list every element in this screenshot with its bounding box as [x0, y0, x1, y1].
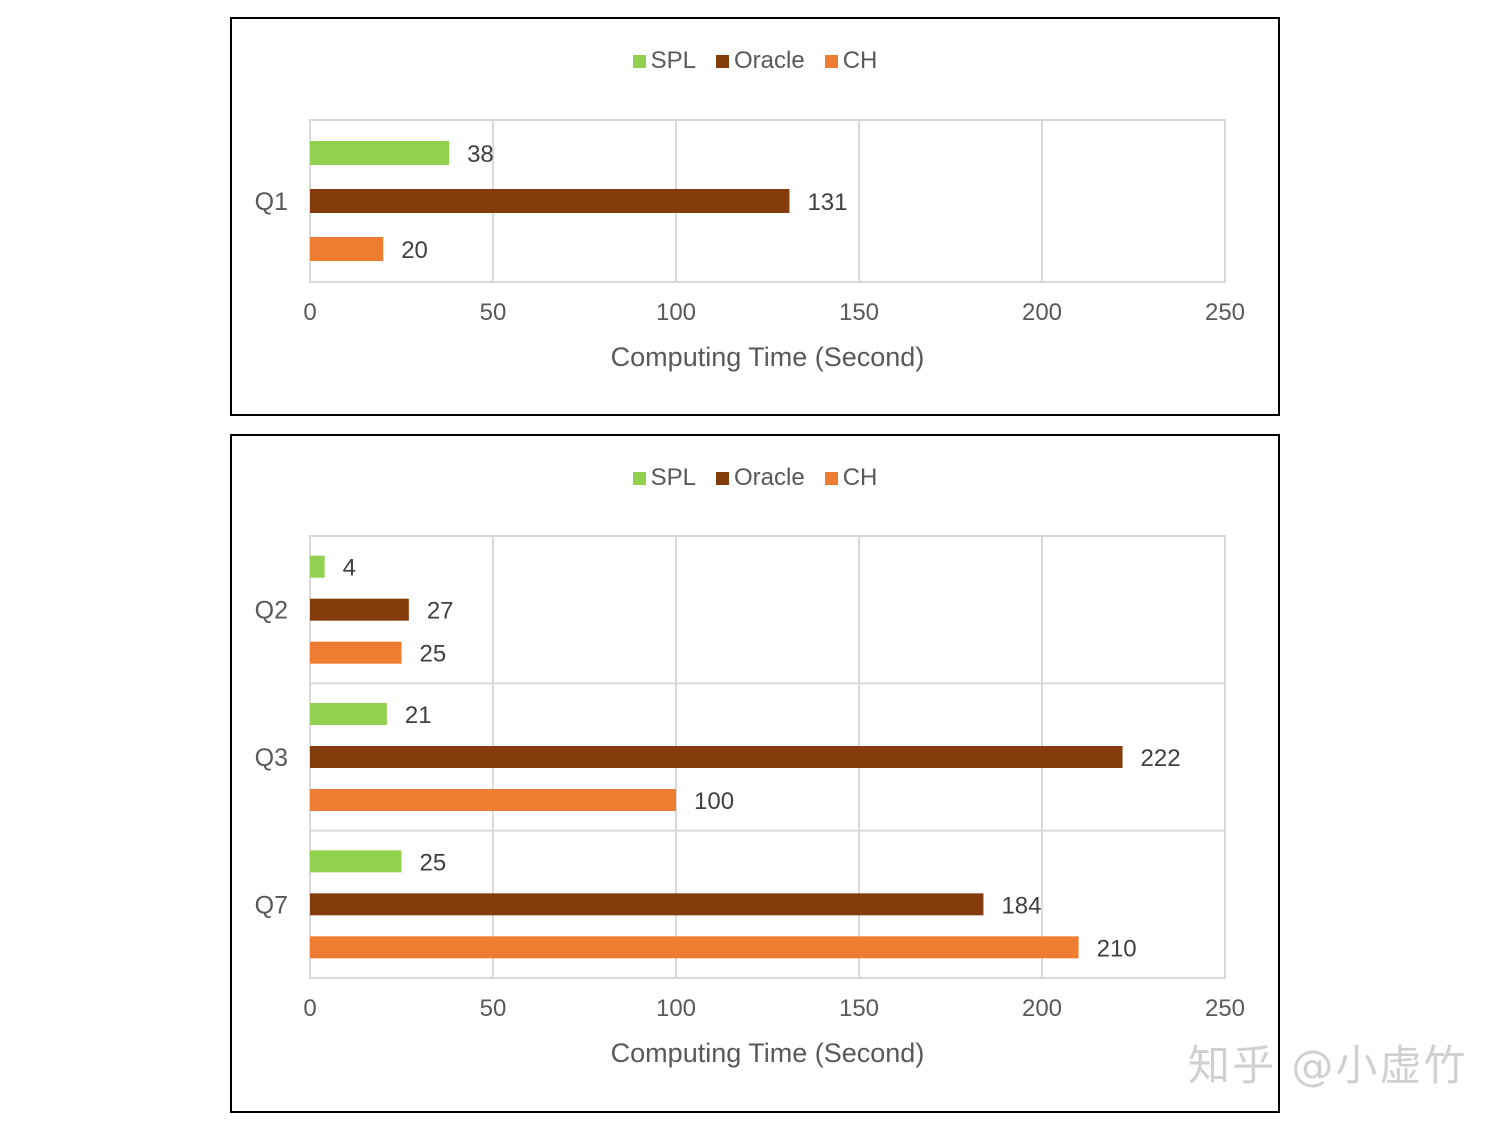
- data-label-oracle-q3: 222: [1141, 745, 1181, 772]
- legend-item-spl: SPL: [632, 47, 696, 75]
- data-label-spl-q7: 25: [420, 849, 447, 876]
- x-tick-label: 250: [1205, 995, 1245, 1022]
- x-tick-label: 250: [1205, 299, 1245, 326]
- bar-oracle-q2: [310, 598, 409, 621]
- x-tick-label: 50: [480, 995, 507, 1022]
- legend-label-spl: SPL: [650, 47, 696, 74]
- x-tick-label: 100: [656, 299, 696, 326]
- chart-plot-q2-q3-q7: 0 50 100 150 200 250 Computing Time (Second) Q2…: [255, 535, 1245, 1068]
- chart-panel-q1: SPL Oracle CH 0 50 100 150 200 250 Computing T…: [230, 17, 1280, 416]
- legend: SPL Oracle CH: [232, 47, 1278, 75]
- legend-label-oracle: Oracle: [734, 47, 805, 74]
- data-label-ch-q3: 100: [694, 788, 734, 815]
- data-label-ch-q7: 210: [1097, 935, 1137, 962]
- legend-item-ch: CH: [824, 47, 878, 75]
- legend-swatch-oracle: [716, 54, 729, 68]
- legend-item-oracle: Oracle: [716, 464, 805, 492]
- chart-panel-q2-q3-q7: SPL Oracle CH 0 50 100 150 200 250 Computing T…: [230, 434, 1280, 1113]
- legend-swatch-spl: [632, 54, 646, 68]
- data-label-spl-q2: 4: [343, 555, 356, 582]
- category-label: Q3: [255, 744, 288, 772]
- x-axis-label: Computing Time (Second): [611, 1038, 925, 1068]
- data-label-ch-q2: 25: [420, 641, 447, 668]
- chart-plot-q1: 0 50 100 150 200 250 Computing Time (Second) Q1…: [255, 119, 1245, 372]
- data-label-oracle-q7: 184: [1001, 892, 1041, 919]
- x-tick-label: 150: [839, 995, 879, 1022]
- bar-spl-q3: [310, 703, 387, 725]
- bar-ch-q7: [310, 936, 1079, 959]
- legend-swatch-spl: [632, 471, 646, 485]
- data-label-oracle-q1: 131: [807, 189, 847, 216]
- x-tick-label: 200: [1022, 995, 1062, 1022]
- watermark-text: 知乎 @小虚竹: [1188, 1041, 1468, 1090]
- bar-ch-q3: [310, 789, 676, 811]
- category-label: Q7: [255, 891, 288, 919]
- bar-oracle-q7: [310, 893, 984, 916]
- legend-swatch-ch: [824, 471, 838, 485]
- legend-item-ch: CH: [824, 464, 878, 492]
- x-tick-label: 200: [1022, 299, 1062, 326]
- x-tick-label: 50: [480, 299, 507, 326]
- legend-item-spl: SPL: [632, 464, 696, 492]
- x-tick-label: 0: [303, 995, 316, 1022]
- data-label-spl-q3: 21: [405, 702, 432, 729]
- legend-swatch-oracle: [716, 471, 729, 485]
- data-label-ch-q1: 20: [401, 237, 428, 264]
- data-label-spl-q1: 38: [467, 141, 494, 168]
- x-tick-label: 100: [656, 995, 696, 1022]
- x-tick-label: 150: [839, 299, 879, 326]
- legend-label-oracle: Oracle: [734, 464, 805, 491]
- x-axis-label: Computing Time (Second): [611, 342, 925, 372]
- legend-label-spl: SPL: [650, 464, 696, 491]
- legend-item-oracle: Oracle: [716, 47, 805, 75]
- x-tick-label: 0: [303, 299, 316, 326]
- legend: SPL Oracle CH: [232, 464, 1278, 492]
- legend-label-ch: CH: [842, 47, 878, 74]
- bar-spl-q1: [310, 141, 450, 165]
- category-label: Q2: [255, 597, 288, 625]
- category-label: Q1: [255, 188, 288, 216]
- legend-label-ch: CH: [842, 464, 878, 491]
- bar-spl-q7: [310, 850, 402, 873]
- bar-oracle-q3: [310, 746, 1123, 768]
- bar-ch-q2: [310, 641, 402, 664]
- bar-ch-q1: [310, 237, 384, 261]
- bar-oracle-q1: [310, 189, 790, 213]
- legend-swatch-ch: [824, 54, 838, 68]
- bar-spl-q2: [310, 555, 325, 578]
- data-label-oracle-q2: 27: [427, 598, 454, 625]
